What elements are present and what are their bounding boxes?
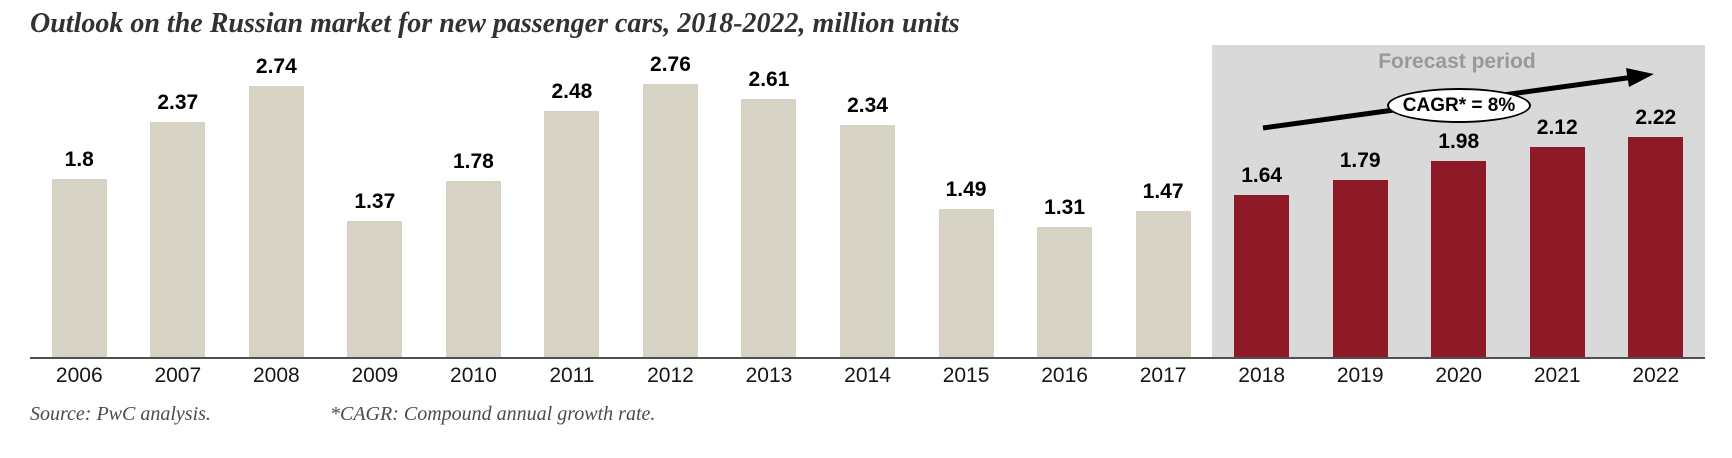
bar-slot: 2.12 — [1508, 116, 1607, 357]
x-axis-tick-label: 2013 — [745, 364, 793, 387]
bar-slot: 1.98 — [1409, 130, 1508, 357]
plot-area: 1.8 2.37 2.74 1.37 1.78 2.48 2.76 2.61 2.34 1.49 1… — [30, 45, 1705, 359]
x-axis-tick-label: 2018 — [1238, 364, 1285, 387]
bar-slot: 1.8 — [30, 148, 129, 357]
x-axis-tick-label: 2009 — [351, 364, 399, 387]
historical-bar — [642, 84, 698, 357]
bar-value-label: 2.74 — [255, 55, 297, 78]
bar-value-label: 2.37 — [157, 91, 199, 114]
bar-value-label: 2.76 — [650, 53, 691, 76]
forecast-bar — [1332, 180, 1388, 357]
x-axis-tick-label: 2012 — [647, 364, 694, 387]
bar-slot: 2.34 — [818, 94, 917, 357]
bar-slot: 2.22 — [1607, 106, 1706, 357]
bar-slot: 2.48 — [523, 80, 622, 357]
x-axis-tick-label: 2021 — [1533, 364, 1581, 387]
historical-bar — [938, 209, 994, 357]
x-axis-tick-label: 2011 — [549, 364, 595, 387]
bar-value-label: 1.64 — [1241, 164, 1283, 187]
bar-slot: 2.61 — [720, 68, 819, 357]
forecast-bar — [1628, 137, 1684, 357]
forecast-period-label: Forecast period — [1378, 50, 1536, 73]
bar-value-label: 1.37 — [354, 190, 396, 213]
x-axis-tick-label: 2017 — [1139, 364, 1187, 387]
bar-value-label: 2.34 — [847, 94, 888, 117]
historical-bar — [741, 99, 797, 357]
bar-value-label: 1.78 — [452, 150, 494, 173]
bar-value-label: 1.31 — [1044, 196, 1086, 219]
bar-slot: 1.31 — [1015, 196, 1114, 357]
forecast-bar — [1529, 147, 1585, 357]
historical-bar — [1135, 211, 1191, 357]
bar-value-label: 2.22 — [1635, 106, 1677, 129]
bar-slot: 1.78 — [424, 150, 523, 357]
bar-value-label: 2.61 — [748, 68, 790, 91]
bar-value-label: 1.8 — [64, 148, 94, 171]
chart-title: Outlook on the Russian market for new pa… — [30, 8, 960, 39]
bar-slot: 1.64 — [1212, 164, 1311, 357]
x-axis-tick-label: 2019 — [1336, 364, 1384, 387]
historical-bar — [840, 125, 896, 357]
historical-bar — [150, 122, 206, 357]
x-axis-tick-label: 2006 — [55, 364, 103, 387]
forecast-bar — [1431, 161, 1487, 357]
forecast-bar — [1234, 195, 1290, 357]
bar-slot: 1.47 — [1114, 180, 1213, 357]
bar-value-label: 1.47 — [1142, 180, 1184, 203]
historical-bar — [347, 221, 403, 357]
historical-bar — [51, 179, 107, 357]
bar-slot: 1.37 — [326, 190, 425, 357]
x-axis-tick-label: 2020 — [1435, 364, 1483, 387]
bar-value-label: 2.48 — [551, 80, 593, 103]
cagr-footnote: *CAGR: Compound annual growth rate. — [330, 403, 656, 425]
bar-value-label: 1.49 — [945, 178, 987, 201]
source-note: Source: PwC analysis. — [30, 403, 211, 425]
bar-slot: 1.79 — [1311, 149, 1410, 357]
cagr-callout: CAGR* = 8% — [1387, 88, 1531, 123]
bar-slot: 2.37 — [129, 91, 228, 357]
bar-value-label: 2.12 — [1536, 116, 1578, 139]
x-axis-tick-label: 2015 — [942, 364, 990, 387]
x-axis-tick-label: 2008 — [252, 364, 300, 387]
x-axis-tick-label: 2016 — [1041, 364, 1088, 387]
x-axis-tick-label: 2010 — [450, 364, 497, 387]
historical-bar — [1037, 227, 1093, 357]
bar-slot: 2.74 — [227, 55, 326, 357]
bar-value-label: 1.98 — [1438, 130, 1480, 153]
bar-slot: 1.49 — [917, 178, 1016, 357]
historical-bar — [248, 86, 304, 357]
x-axis-tick-label: 2007 — [154, 364, 202, 387]
bar-slot: 2.76 — [621, 53, 720, 357]
x-axis-labels: 2006 2007 2008 2009 2010 2011 2012 2013 2014 2015… — [30, 364, 1705, 388]
x-axis-tick-label: 2022 — [1632, 364, 1680, 387]
bar-value-label: 1.79 — [1339, 149, 1381, 172]
x-axis-tick-label: 2014 — [844, 364, 891, 387]
historical-bar — [445, 181, 501, 357]
historical-bar — [544, 111, 600, 357]
